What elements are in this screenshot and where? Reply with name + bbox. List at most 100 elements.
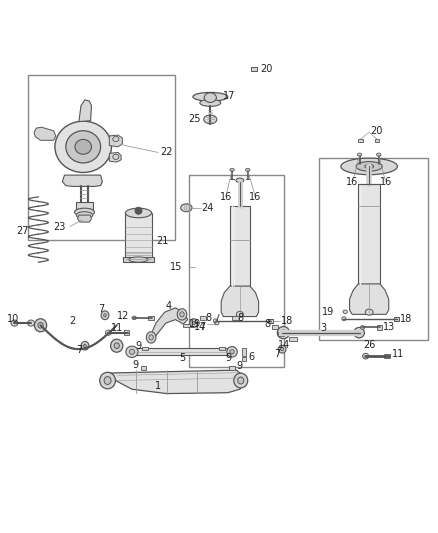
Ellipse shape: [111, 339, 123, 352]
Bar: [125, 213, 152, 257]
Text: 19: 19: [321, 307, 334, 317]
Ellipse shape: [125, 208, 152, 218]
Polygon shape: [149, 308, 187, 340]
Ellipse shape: [84, 344, 86, 347]
Bar: [142, 346, 148, 351]
Polygon shape: [106, 370, 244, 393]
Text: 16: 16: [220, 192, 232, 202]
Bar: [272, 325, 278, 329]
Ellipse shape: [28, 320, 35, 326]
Text: 20: 20: [260, 64, 272, 74]
Ellipse shape: [190, 319, 198, 327]
Ellipse shape: [146, 332, 156, 343]
Ellipse shape: [277, 327, 290, 339]
Text: 9: 9: [132, 360, 138, 370]
Ellipse shape: [200, 99, 221, 107]
Ellipse shape: [365, 164, 374, 168]
Text: 11: 11: [392, 349, 404, 359]
Ellipse shape: [215, 321, 219, 325]
Ellipse shape: [357, 153, 362, 156]
Bar: [242, 357, 246, 361]
Text: 17: 17: [223, 91, 236, 101]
Ellipse shape: [341, 158, 397, 175]
Ellipse shape: [11, 320, 18, 326]
Text: 7: 7: [274, 349, 280, 359]
Text: 7: 7: [77, 345, 83, 355]
Text: 2: 2: [69, 316, 75, 326]
Ellipse shape: [75, 140, 92, 154]
Text: 6: 6: [249, 352, 255, 362]
Ellipse shape: [100, 372, 116, 389]
Polygon shape: [34, 127, 56, 140]
Bar: [28, 75, 176, 240]
Text: 12: 12: [117, 311, 130, 321]
Ellipse shape: [104, 377, 111, 384]
Ellipse shape: [281, 348, 284, 351]
Text: 15: 15: [170, 262, 183, 271]
Text: 21: 21: [156, 236, 168, 246]
Text: 23: 23: [53, 222, 66, 232]
Polygon shape: [79, 100, 92, 122]
Ellipse shape: [38, 322, 43, 328]
Bar: [242, 348, 246, 356]
Text: 8: 8: [264, 319, 270, 329]
Polygon shape: [350, 284, 389, 314]
Ellipse shape: [356, 161, 382, 171]
Polygon shape: [62, 175, 102, 187]
Bar: [289, 337, 297, 341]
Bar: [278, 332, 284, 336]
Text: 16: 16: [346, 176, 358, 187]
Ellipse shape: [342, 317, 346, 321]
Text: 1: 1: [155, 381, 161, 391]
Ellipse shape: [238, 377, 244, 384]
Polygon shape: [78, 215, 92, 222]
Ellipse shape: [129, 257, 148, 262]
Polygon shape: [110, 135, 122, 147]
Bar: [188, 175, 284, 367]
Text: 27: 27: [16, 226, 28, 236]
Ellipse shape: [106, 330, 112, 335]
Text: 7: 7: [199, 322, 206, 333]
Text: 5: 5: [179, 353, 185, 363]
Text: 13: 13: [383, 322, 395, 333]
Bar: [123, 257, 154, 262]
Text: 18: 18: [281, 316, 293, 326]
Ellipse shape: [204, 93, 216, 102]
Ellipse shape: [101, 311, 109, 320]
Text: 8: 8: [205, 313, 212, 323]
Bar: [141, 366, 146, 370]
Bar: [358, 184, 380, 284]
Bar: [319, 158, 428, 341]
Text: 14: 14: [278, 340, 290, 350]
Bar: [268, 319, 273, 323]
Text: 26: 26: [363, 340, 375, 350]
Ellipse shape: [192, 321, 195, 325]
Bar: [232, 316, 239, 320]
Ellipse shape: [354, 327, 364, 338]
Text: 16: 16: [380, 176, 392, 187]
Ellipse shape: [76, 212, 93, 219]
Bar: [251, 67, 257, 71]
Text: 7: 7: [99, 304, 105, 314]
Bar: [358, 139, 363, 142]
Ellipse shape: [213, 319, 218, 323]
Ellipse shape: [227, 346, 237, 357]
Ellipse shape: [236, 178, 244, 182]
Text: 20: 20: [371, 126, 383, 136]
Ellipse shape: [281, 330, 286, 335]
Text: 22: 22: [160, 148, 173, 157]
Ellipse shape: [129, 349, 134, 354]
Bar: [76, 202, 93, 209]
Ellipse shape: [113, 154, 119, 159]
Ellipse shape: [234, 373, 248, 388]
Bar: [230, 206, 250, 286]
Polygon shape: [221, 286, 258, 317]
Bar: [200, 316, 206, 320]
Bar: [148, 316, 154, 320]
Ellipse shape: [181, 204, 192, 212]
Polygon shape: [110, 152, 121, 162]
Ellipse shape: [35, 319, 47, 332]
Ellipse shape: [177, 309, 187, 320]
Ellipse shape: [81, 341, 89, 350]
Text: 24: 24: [201, 203, 214, 213]
